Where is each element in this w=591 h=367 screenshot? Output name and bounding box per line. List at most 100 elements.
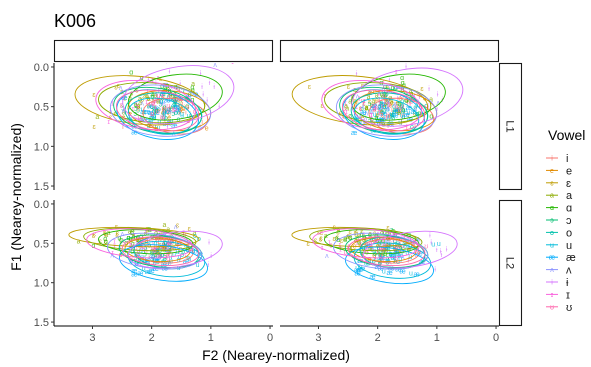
point-ʌ: ʌ: [173, 245, 177, 252]
point-ɨ: ɨ: [209, 80, 211, 87]
point-ʌ: ʌ: [363, 120, 367, 127]
legend-label: ɑ: [566, 203, 572, 215]
point-e: e: [419, 104, 423, 111]
point-u: u: [141, 106, 145, 113]
point-ɛ: ɛ: [114, 84, 118, 91]
point-ʊ: ʊ: [384, 242, 388, 249]
point-ɛ: ɛ: [168, 92, 172, 99]
point-ʊ: ʊ: [166, 252, 170, 259]
point-ɨ: ɨ: [434, 266, 436, 273]
point-ʊ: ʊ: [157, 93, 161, 100]
point-æ: æ: [166, 108, 172, 115]
point-ɑ: ɑ: [174, 84, 178, 91]
point-o: o: [181, 248, 185, 255]
point-a: a: [143, 93, 147, 100]
point-u: u: [437, 241, 441, 248]
ellipse-ɪ: [95, 80, 197, 131]
point-ʌ: ʌ: [374, 238, 378, 245]
point-a: a: [397, 109, 401, 116]
point-o: o: [378, 104, 382, 111]
point-a: a: [145, 93, 149, 100]
point-ɔ: ɔ: [384, 245, 388, 252]
point-æ: æ: [392, 109, 398, 116]
point-i: i: [158, 244, 160, 251]
point-ʊ: ʊ: [379, 96, 383, 103]
point-o: o: [167, 107, 171, 114]
point-æ: æ: [154, 257, 160, 264]
point-æ: æ: [394, 107, 400, 114]
point-o: o: [391, 115, 395, 122]
point-ʌ: ʌ: [168, 108, 172, 115]
point-ɑ: ɑ: [417, 111, 421, 118]
legend-label: ɛ: [566, 178, 571, 190]
point-e: e: [147, 242, 151, 249]
point-i: i: [163, 241, 165, 248]
point-u: u: [139, 248, 143, 255]
point-ʌ: ʌ: [174, 224, 178, 231]
point-ɨ: ɨ: [394, 246, 396, 253]
point-a: a: [147, 96, 151, 103]
point-u: u: [176, 105, 180, 112]
ellipse-o: [359, 236, 426, 270]
point-ɪ: ɪ: [339, 247, 342, 254]
point-e: e: [381, 104, 385, 111]
point-ɔ: ɔ: [164, 244, 168, 251]
point-ʊ: ʊ: [384, 99, 388, 106]
point-æ: æ: [369, 274, 375, 281]
point-o: o: [150, 103, 154, 110]
point-ɑ: ɑ: [165, 83, 169, 90]
point-o: o: [149, 117, 153, 124]
point-i: i: [394, 248, 396, 255]
point-ɪ: ɪ: [154, 246, 157, 253]
point-æ: æ: [403, 112, 409, 119]
x-tick-label: 3: [315, 332, 321, 344]
point-e: e: [136, 105, 140, 112]
point-u: u: [161, 116, 165, 123]
point-i: i: [400, 242, 402, 249]
point-a: a: [367, 94, 371, 101]
point-a: a: [345, 106, 349, 113]
point-ʌ: ʌ: [165, 248, 169, 255]
point-e: e: [358, 243, 362, 250]
point-ʌ: ʌ: [110, 253, 114, 260]
point-o: o: [159, 99, 163, 106]
point-i: i: [384, 106, 386, 113]
point-ɔ: ɔ: [150, 104, 154, 111]
point-ɑ: ɑ: [343, 237, 347, 244]
point-ɛ: ɛ: [369, 231, 373, 238]
ellipse-a: [324, 82, 432, 124]
point-ʌ: ʌ: [386, 237, 390, 244]
point-ɛ: ɛ: [99, 239, 103, 246]
point-æ: æ: [354, 267, 360, 274]
point-ɑ: ɑ: [137, 237, 141, 244]
point-ʊ: ʊ: [344, 250, 348, 257]
point-i: i: [406, 98, 408, 105]
point-u: u: [142, 266, 146, 273]
point-a: a: [348, 98, 352, 105]
point-ɔ: ɔ: [133, 111, 137, 118]
point-u: u: [153, 260, 157, 267]
point-ɪ: ɪ: [377, 91, 380, 98]
point-a: a: [153, 109, 157, 116]
point-ʊ: ʊ: [174, 97, 178, 104]
point-i: i: [187, 106, 189, 113]
point-a: a: [388, 231, 392, 238]
point-ɪ: ɪ: [382, 78, 385, 85]
point-e: e: [398, 96, 402, 103]
point-e: e: [167, 115, 171, 122]
point-a: a: [156, 99, 160, 106]
point-ɪ: ɪ: [137, 114, 140, 121]
point-i: i: [377, 107, 379, 114]
point-i: i: [394, 247, 396, 254]
point-ɪ: ɪ: [113, 244, 116, 251]
point-e: e: [174, 93, 178, 100]
point-ɨ: ɨ: [430, 240, 432, 247]
point-i: i: [189, 112, 191, 119]
point-ɔ: ɔ: [397, 108, 401, 115]
point-o: o: [176, 107, 180, 114]
point-ɑ: ɑ: [383, 251, 387, 258]
point-ɛ: ɛ: [353, 87, 357, 94]
point-a: a: [104, 232, 108, 239]
